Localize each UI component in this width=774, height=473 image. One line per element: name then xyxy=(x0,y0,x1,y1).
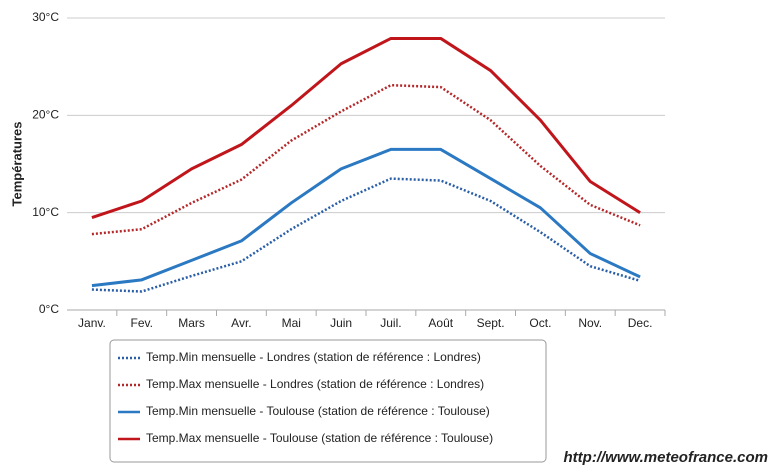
x-tick-label: Dec. xyxy=(628,316,653,330)
y-axis-label: Températures xyxy=(9,121,24,206)
y-tick-label: 0°C xyxy=(39,302,59,316)
legend-label: Temp.Max mensuelle - Londres (station de… xyxy=(146,377,484,391)
x-tick-label: Nov. xyxy=(578,316,602,330)
series-line xyxy=(91,36,641,219)
x-tick-label: Mars xyxy=(178,316,205,330)
y-tick-label: 20°C xyxy=(32,108,59,122)
series-line xyxy=(91,177,641,293)
x-tick-label: Août xyxy=(428,316,453,330)
legend-label: Temp.Max mensuelle - Toulouse (station d… xyxy=(146,431,493,445)
series-line xyxy=(91,147,641,288)
x-tick-label: Fev. xyxy=(131,316,153,330)
x-tick-label: Mai xyxy=(282,316,301,330)
legend-box xyxy=(109,339,547,463)
x-tick-label: Sept. xyxy=(477,316,505,330)
source: http://www.meteofrance.com xyxy=(564,449,768,466)
x-tick-label: Oct. xyxy=(529,316,551,330)
x-tick-label: Avr. xyxy=(231,316,251,330)
x-tick-label: Juil. xyxy=(380,316,401,330)
series-line xyxy=(91,83,641,236)
legend-label: Temp.Min mensuelle - Londres (station de… xyxy=(146,350,481,364)
x-tick-label: Juin xyxy=(330,316,352,330)
legend-label: Temp.Min mensuelle - Toulouse (station d… xyxy=(146,404,490,418)
y-tick-label: 30°C xyxy=(32,10,59,24)
y-tick-label: 10°C xyxy=(32,205,59,219)
x-tick-label: Janv. xyxy=(78,316,106,330)
